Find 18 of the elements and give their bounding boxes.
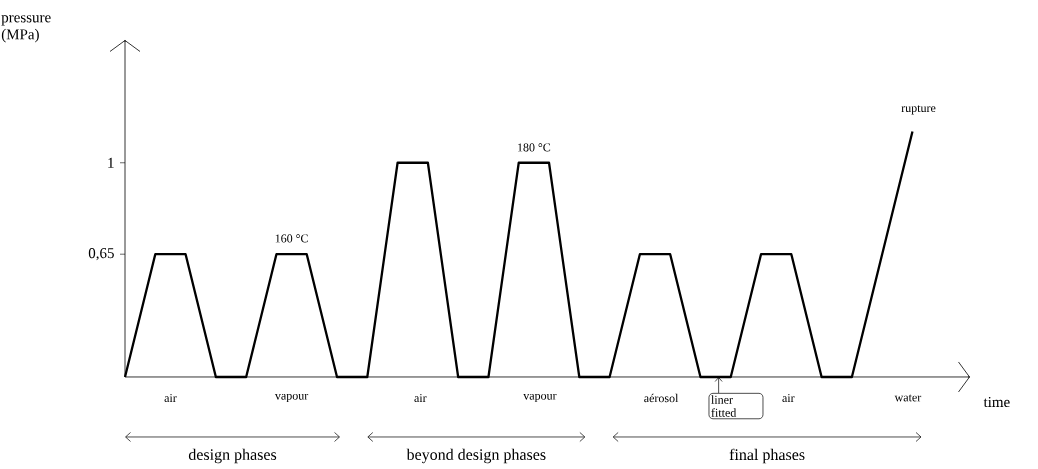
text: vapour — [274, 393, 309, 403]
text: design phases — [188, 448, 277, 464]
text: beyond design phases — [406, 448, 546, 464]
y-tick-label: 0,65 — [88, 248, 114, 261]
x-axis-title: time — [983, 396, 1010, 408]
text: vapour — [523, 393, 557, 403]
text: aérosol — [644, 393, 679, 403]
annotation: rupture — [901, 105, 936, 115]
text: final phases — [729, 448, 805, 464]
y-tick-label: 1 — [108, 157, 114, 168]
text: air — [782, 393, 795, 403]
text: air — [414, 393, 427, 403]
text: liner fitted — [711, 395, 737, 417]
y-axis-title: pressure (MPa) — [1, 15, 51, 43]
annotation: 180 °C — [518, 143, 551, 152]
text: water — [894, 394, 922, 402]
annotation: 160 °C — [275, 234, 308, 243]
text: air — [164, 393, 177, 403]
